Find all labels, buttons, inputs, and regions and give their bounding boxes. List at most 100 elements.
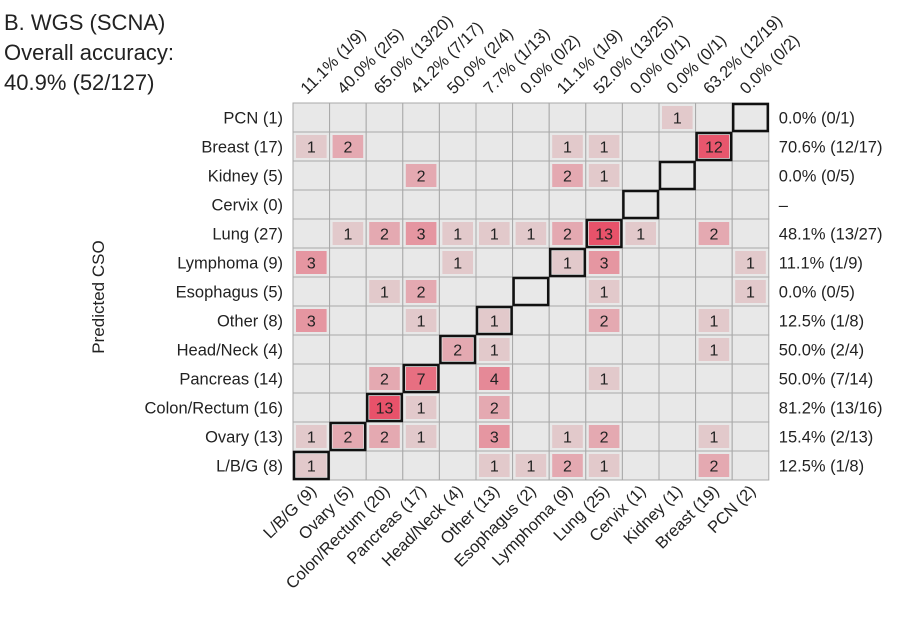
matrix-cell — [548, 363, 587, 394]
count-label: 1 — [636, 227, 645, 244]
count-label: 2 — [380, 430, 389, 447]
row-label: Head/Neck (4) — [177, 342, 283, 360]
count-label: 1 — [709, 430, 718, 447]
matrix-cell — [292, 218, 331, 249]
row-accuracy: 0.0% (0/1) — [779, 110, 855, 128]
row-label: Ovary (13) — [205, 429, 283, 447]
matrix-cell — [512, 189, 550, 220]
count-label: 2 — [453, 343, 462, 360]
diagonal-outline — [329, 421, 367, 452]
matrix-cell — [658, 392, 697, 423]
count-label: 1 — [746, 256, 755, 273]
count-label: 1 — [490, 459, 499, 476]
matrix-cell — [402, 450, 440, 481]
count-label: 3 — [600, 256, 609, 273]
count-label: 2 — [600, 430, 609, 447]
row-accuracy: 15.4% (2/13) — [779, 429, 873, 447]
matrix-cell — [365, 334, 404, 365]
row-label: Cervix (0) — [211, 197, 283, 215]
count-label: 2 — [709, 227, 718, 244]
matrix-cell — [365, 131, 404, 162]
matrix-cell — [548, 392, 587, 423]
count-fill — [296, 454, 327, 477]
count-label: 12 — [705, 140, 723, 157]
matrix-cell — [695, 247, 733, 278]
accuracy-label: Overall accuracy: — [4, 40, 174, 65]
matrix-cell — [292, 160, 331, 191]
row-accuracy: 50.0% (7/14) — [779, 371, 873, 389]
row-accuracy: 11.1% (1/9) — [779, 255, 863, 273]
count-fill — [479, 396, 510, 419]
matrix-cell — [329, 276, 367, 307]
count-fill — [552, 222, 583, 245]
diagonal-outline — [402, 363, 440, 394]
matrix-cell — [621, 189, 660, 220]
count-fill — [735, 280, 766, 303]
matrix-cell — [695, 160, 733, 191]
count-label: 1 — [417, 314, 426, 331]
matrix-cell — [621, 131, 660, 162]
count-fill — [479, 222, 510, 245]
row-accuracy: 0.0% (0/5) — [779, 168, 855, 186]
matrix-cell — [695, 102, 733, 133]
count-label: 2 — [563, 459, 572, 476]
matrix-cell — [548, 305, 587, 336]
matrix-cell — [621, 102, 660, 133]
count-label: 1 — [307, 459, 316, 476]
matrix-cell — [329, 450, 367, 481]
matrix-cell — [329, 189, 367, 220]
row-accuracy: 0.0% (0/5) — [779, 284, 855, 302]
matrix-cell — [475, 160, 514, 191]
count-label: 1 — [490, 227, 499, 244]
matrix-cell — [621, 421, 660, 452]
count-label: 2 — [343, 140, 352, 157]
diagonal-outline — [475, 305, 513, 336]
count-fill — [369, 222, 400, 245]
matrix-cell — [292, 363, 331, 394]
count-label: 1 — [600, 372, 609, 389]
count-label: 2 — [343, 430, 352, 447]
matrix-cell — [658, 276, 697, 307]
diagonal-outline — [585, 218, 623, 249]
matrix-cell — [658, 247, 697, 278]
count-label: 1 — [563, 256, 572, 273]
count-fill — [369, 280, 400, 303]
matrix-cells — [292, 102, 770, 481]
matrix-cell — [731, 392, 770, 423]
row-labels: PCN (1) Breast (17) Kidney (5) Cervix (0) Lu… — [145, 110, 283, 476]
matrix-cell — [512, 276, 550, 307]
row-accuracy: 48.1% (13/27) — [779, 226, 883, 244]
count-label: 1 — [307, 140, 316, 157]
matrix-cell — [548, 276, 587, 307]
count-fill — [698, 135, 730, 158]
matrix-cell — [512, 334, 550, 365]
matrix-cell — [658, 305, 697, 336]
matrix-cell — [365, 305, 404, 336]
matrix-cell — [365, 189, 404, 220]
row-label: Kidney (5) — [208, 168, 283, 186]
row-label: L/B/G (8) — [216, 458, 283, 476]
matrix-cell — [695, 392, 733, 423]
count-fill — [552, 425, 583, 448]
matrix-cell — [438, 363, 477, 394]
matrix-cell — [292, 392, 331, 423]
count-label: 1 — [673, 111, 682, 128]
count-label: 1 — [600, 285, 609, 302]
matrix-cell — [621, 247, 660, 278]
count-fill — [405, 222, 437, 245]
matrix-cell — [731, 421, 770, 452]
row-accuracy: 12.5% (1/8) — [779, 458, 864, 476]
panel-title: B. WGS (SCNA) — [4, 10, 166, 35]
count-fill — [332, 135, 364, 158]
count-fill — [332, 222, 364, 245]
count-label: 1 — [563, 430, 572, 447]
matrix-cell — [438, 305, 477, 336]
column-labels: L/B/G (9)Ovary (5)Colon/Rectum (20)Pancr… — [260, 482, 759, 593]
matrix-cell — [329, 160, 367, 191]
matrix-cell — [438, 392, 477, 423]
count-label: 3 — [307, 314, 316, 331]
count-fill — [479, 338, 510, 361]
count-fill — [369, 396, 400, 419]
count-label: 4 — [490, 372, 499, 389]
